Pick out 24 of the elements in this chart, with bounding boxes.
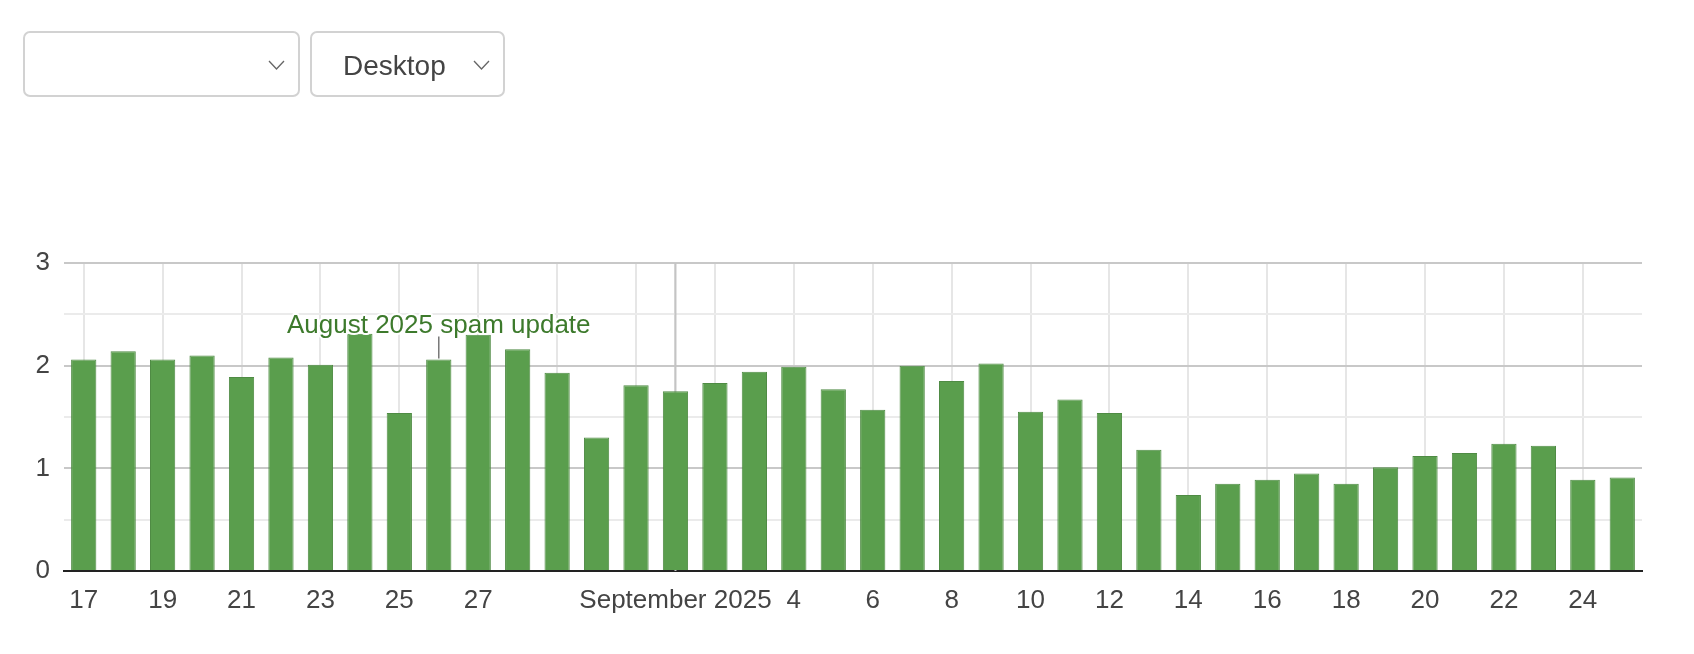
x-tick-label: 25 xyxy=(384,583,414,614)
x-tick-label: 21 xyxy=(227,583,256,614)
x-tick-label: 4 xyxy=(786,583,802,614)
x-tick-label: 20 xyxy=(1410,583,1440,614)
y-tick-label: 1 xyxy=(35,451,50,482)
y-tick-label: 0 xyxy=(35,554,50,585)
x-tick-label: 22 xyxy=(1489,583,1519,614)
x-tick-label: 12 xyxy=(1094,583,1124,614)
x-tick-label: 14 xyxy=(1173,583,1203,614)
y-tick-label: 3 xyxy=(35,246,50,277)
x-tick-label: 6 xyxy=(865,583,880,614)
x-tick-label: 16 xyxy=(1252,583,1282,614)
x-tick-label: 8 xyxy=(944,583,959,614)
annotation: August 2025 spam update xyxy=(286,308,591,339)
x-tick-label: 19 xyxy=(148,583,178,614)
x-tick-label: 17 xyxy=(69,583,99,614)
y-tick-label: 2 xyxy=(35,348,50,379)
x-tick-label: 23 xyxy=(305,583,335,614)
x-tick-label: 10 xyxy=(1016,583,1045,614)
x-tick-label: 18 xyxy=(1331,583,1361,614)
x-tick-label: 24 xyxy=(1568,583,1598,614)
dropdown-field: Desktop xyxy=(310,31,505,97)
x-tick-label: September 2025 xyxy=(579,583,772,614)
x-tick-label: 27 xyxy=(463,583,493,614)
